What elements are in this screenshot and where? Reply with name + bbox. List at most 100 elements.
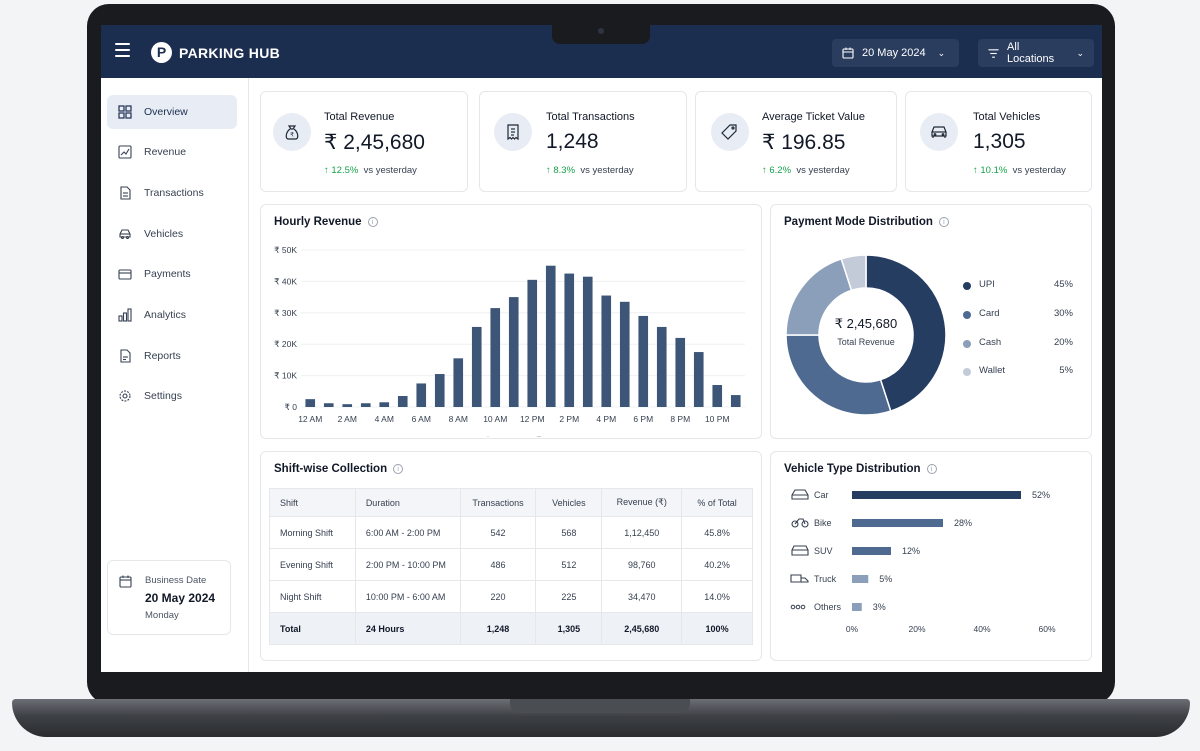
svg-text:₹: ₹: [290, 132, 294, 139]
sidebar-item-label: Payments: [144, 268, 191, 280]
chevron-down-icon: ⌄: [937, 47, 946, 58]
revenue-bar[interactable]: [397, 396, 408, 407]
table-row[interactable]: Night Shift 10:00 PM - 6:00 AM 220 225 3…: [269, 580, 753, 613]
donut-slice-card[interactable]: [785, 334, 892, 416]
car-icon: [119, 229, 131, 240]
sidebar-item-transactions[interactable]: Transactions: [107, 176, 237, 210]
table-row[interactable]: Morning Shift 6:00 AM - 2:00 PM 542 568 …: [269, 516, 753, 549]
x-tick-label: 12 PM: [520, 414, 545, 424]
sidebar-item-payments[interactable]: Payments: [107, 257, 237, 291]
legend-swatch: [963, 368, 971, 376]
vehicle-bar[interactable]: [852, 519, 943, 527]
legend-swatch: [963, 282, 971, 290]
sidebar-item-label: Settings: [144, 390, 182, 402]
kpi-change-percent: ↑ 10.1%: [973, 165, 1008, 176]
table-cell: 1,248: [459, 612, 537, 645]
revenue-bar[interactable]: [675, 337, 686, 407]
info-icon[interactable]: i: [926, 464, 937, 474]
sidebar-item-overview[interactable]: Overview: [107, 95, 237, 129]
camera-notch: [552, 22, 650, 44]
x-tick-label: 12 AM: [298, 414, 322, 424]
hourly-revenue-title: Hourly Revenue i: [274, 216, 378, 228]
revenue-bar[interactable]: [545, 265, 556, 407]
menu-icon[interactable]: [115, 43, 130, 57]
location-filter[interactable]: All Locations ⌄: [978, 39, 1094, 67]
legend-swatch: [963, 340, 971, 348]
revenue-bar[interactable]: [490, 308, 501, 407]
vehicle-bar[interactable]: [852, 603, 862, 611]
revenue-bar[interactable]: [453, 358, 464, 407]
y-tick-label: ₹ 40K: [274, 276, 297, 286]
revenue-bar[interactable]: [656, 326, 667, 407]
logo-icon: P: [151, 42, 172, 63]
bar-value-label: 3%: [873, 602, 886, 612]
revenue-bar[interactable]: [323, 403, 334, 407]
vehicle-bar[interactable]: [852, 491, 1021, 499]
sidebar-item-vehicles[interactable]: Vehicles: [107, 217, 237, 251]
kpi-change-suffix: vs yesterday: [1012, 165, 1066, 176]
revenue-bar[interactable]: [527, 279, 538, 407]
category-label: Truck: [814, 574, 837, 584]
revenue-bar[interactable]: [730, 395, 741, 407]
x-tick-label: 0%: [846, 624, 859, 634]
vehicle-bar[interactable]: [852, 575, 869, 583]
info-icon[interactable]: i: [938, 217, 949, 227]
info-icon[interactable]: i: [393, 464, 404, 474]
y-tick-label: ₹ 0: [285, 402, 298, 412]
sidebar-item-label: Vehicles: [144, 228, 184, 240]
sidebar-item-label: Revenue: [144, 146, 187, 158]
revenue-bar[interactable]: [360, 403, 371, 407]
revenue-bar[interactable]: [416, 383, 427, 407]
info-icon[interactable]: i: [367, 217, 378, 227]
hourly-revenue-chart: ₹ 50K ₹ 40K ₹ 30K ₹ 20K ₹ 10K ₹ 012 AM 2 AM 4 A…: [274, 245, 745, 437]
business-date-label: Business Date: [145, 575, 207, 586]
revenue-bar[interactable]: [619, 301, 630, 407]
revenue-bar[interactable]: [564, 273, 575, 407]
sidebar-item-analytics[interactable]: Analytics: [107, 298, 237, 332]
revenue-bar[interactable]: [434, 374, 445, 407]
x-tick-label: 4 AM: [375, 414, 394, 424]
revenue-bar[interactable]: [712, 385, 723, 407]
revenue-bar[interactable]: [471, 326, 482, 407]
report-icon: [120, 349, 131, 363]
legend-label: Card: [979, 308, 1000, 319]
table-cell: 40.2%: [681, 548, 753, 581]
revenue-bar[interactable]: [305, 399, 316, 407]
revenue-bar[interactable]: [601, 295, 612, 407]
revenue-bar[interactable]: [638, 315, 649, 407]
sidebar-item-settings[interactable]: Settings: [107, 379, 237, 413]
credit-card-icon: [118, 269, 132, 280]
x-tick-label: 6 PM: [633, 414, 653, 424]
table-header-row: Shift Duration Transactions Vehicles Rev…: [269, 488, 753, 517]
bike-icon: [791, 518, 809, 528]
legend-label: UPI: [979, 279, 995, 290]
kpi-change-suffix: vs yesterday: [363, 165, 417, 176]
table-cell: Total: [269, 612, 356, 645]
revenue-bar[interactable]: [379, 402, 390, 407]
donut-center-value: ₹ 2,45,680: [834, 316, 898, 331]
revenue-bar[interactable]: [342, 404, 353, 407]
table-row[interactable]: Evening Shift 2:00 PM - 10:00 PM 486 512…: [269, 548, 753, 581]
revenue-bar[interactable]: [582, 276, 593, 407]
top-bar: P PARKING HUB 20 May 2024 ⌄ All Location…: [101, 25, 1102, 78]
table-cell: Evening Shift: [269, 548, 356, 581]
sidebar-item-revenue[interactable]: Revenue: [107, 135, 237, 169]
vehicle-bar[interactable]: [852, 547, 891, 555]
table-cell: 568: [535, 516, 603, 549]
payment-mode-card: Payment Mode Distribution i ₹ 2,45,680 To…: [770, 204, 1092, 439]
legend-swatch: [963, 311, 971, 319]
sidebar-item-reports[interactable]: Reports: [107, 339, 237, 373]
revenue-bar[interactable]: [693, 352, 704, 407]
business-date-day: Monday: [145, 610, 179, 621]
donut-slice-wallet[interactable]: [840, 254, 867, 292]
donut-slice-upi[interactable]: [865, 254, 947, 413]
kpi-change: ↑ 10.1% vs yesterday: [973, 165, 1066, 176]
kpi-value: ₹ 196.85: [762, 131, 846, 154]
x-tick-label: 10 PM: [705, 414, 730, 424]
y-tick-label: ₹ 50K: [274, 245, 297, 255]
category-label: Bike: [814, 518, 832, 528]
legend-label: Cash: [979, 337, 1002, 348]
date-picker[interactable]: 20 May 2024 ⌄: [832, 39, 959, 67]
truck-icon: [790, 574, 809, 583]
revenue-bar[interactable]: [508, 297, 519, 407]
